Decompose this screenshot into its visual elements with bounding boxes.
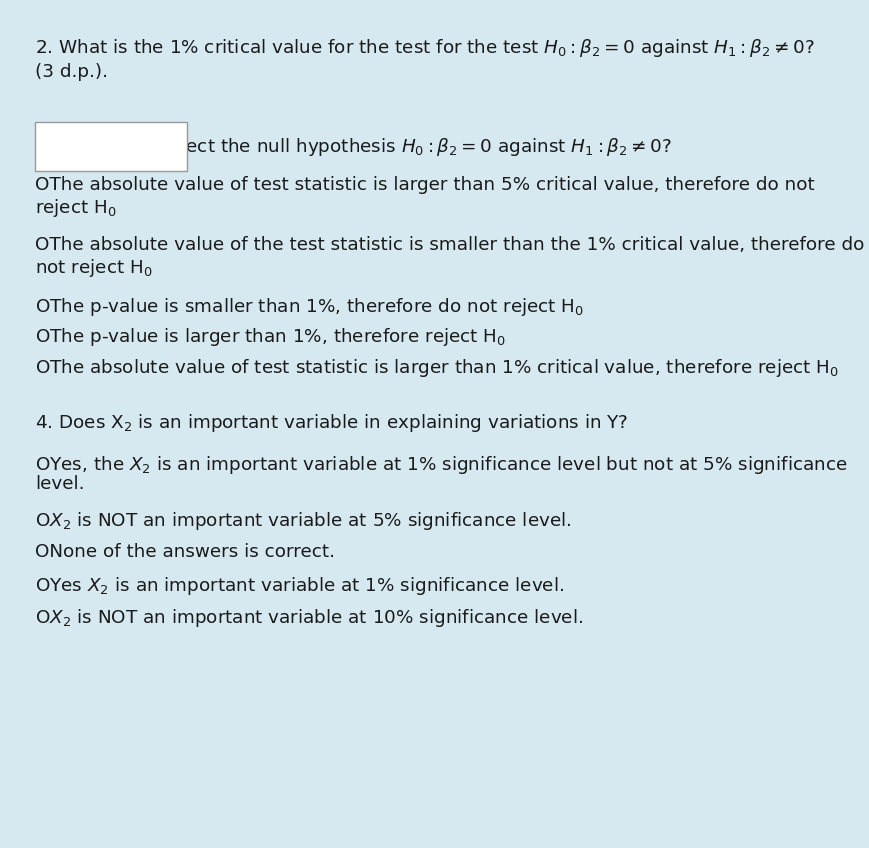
Text: ONone of the answers is correct.: ONone of the answers is correct. <box>35 543 335 561</box>
Text: OThe p-value is smaller than 1%, therefore do not reject H$_0$: OThe p-value is smaller than 1%, therefo… <box>35 296 584 318</box>
Text: OThe absolute value of test statistic is larger than 5% critical value, therefor: OThe absolute value of test statistic is… <box>35 176 814 193</box>
Text: OThe absolute value of the test statistic is smaller than the 1% critical value,: OThe absolute value of the test statisti… <box>35 236 864 254</box>
Text: O$X_2$ is NOT an important variable at 5% significance level.: O$X_2$ is NOT an important variable at 5… <box>35 510 571 533</box>
Text: OThe absolute value of test statistic is larger than 1% critical value, therefor: OThe absolute value of test statistic is… <box>35 357 839 379</box>
Text: OThe p-value is larger than 1%, therefore reject H$_0$: OThe p-value is larger than 1%, therefor… <box>35 326 506 349</box>
Text: O$X_2$ is NOT an important variable at 10% significance level.: O$X_2$ is NOT an important variable at 1… <box>35 607 583 629</box>
Text: OYes $X_2$ is an important variable at 1% significance level.: OYes $X_2$ is an important variable at 1… <box>35 575 564 597</box>
Text: 4. Does X$_2$ is an important variable in explaining variations in Y?: 4. Does X$_2$ is an important variable i… <box>35 412 628 434</box>
FancyBboxPatch shape <box>35 122 187 171</box>
Text: (3 d.p.).: (3 d.p.). <box>35 63 108 81</box>
Text: 2. What is the 1% critical value for the test for the test $H_0 : \beta_2 = 0$ a: 2. What is the 1% critical value for the… <box>35 37 814 59</box>
Text: 3. Would you reject the null hypothesis $H_0 : \beta_2 = 0$ against $H_1 : \beta: 3. Would you reject the null hypothesis … <box>35 136 672 158</box>
Text: level.: level. <box>35 475 84 493</box>
Text: OYes, the $X_2$ is an important variable at 1% significance level but not at 5% : OYes, the $X_2$ is an important variable… <box>35 454 847 476</box>
Text: reject H$_0$: reject H$_0$ <box>35 197 116 219</box>
Text: not reject H$_0$: not reject H$_0$ <box>35 257 152 279</box>
